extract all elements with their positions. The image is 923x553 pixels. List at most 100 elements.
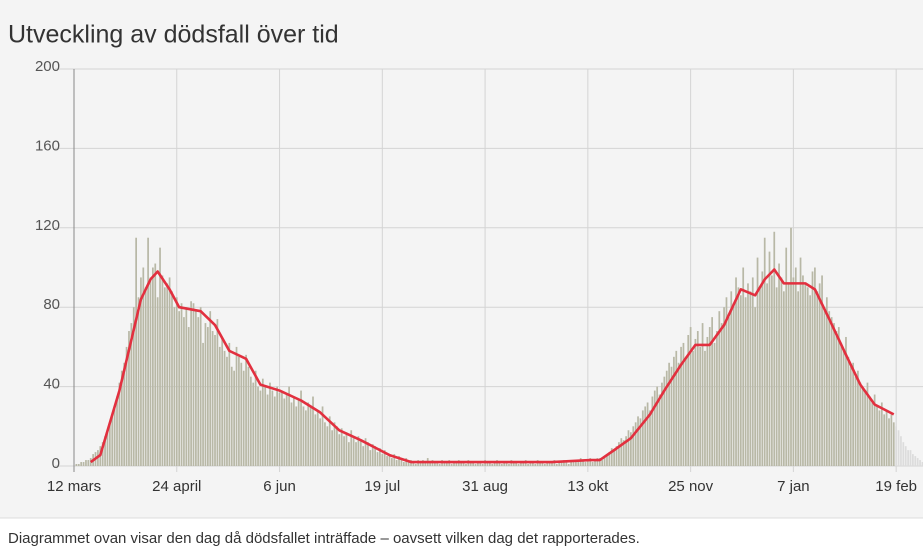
bar — [436, 462, 439, 466]
bar — [331, 430, 333, 466]
bar — [520, 462, 522, 466]
bar — [790, 227, 792, 466]
bar — [233, 370, 235, 466]
bar — [300, 390, 302, 466]
bar — [747, 283, 749, 466]
y-tick-label: 80 — [43, 296, 60, 313]
bar — [880, 402, 883, 466]
bar — [400, 460, 403, 466]
x-tick-label: 31 aug — [462, 478, 508, 495]
bar — [625, 436, 627, 466]
bar — [388, 454, 391, 466]
bar — [543, 464, 546, 466]
bar — [694, 338, 697, 466]
bar — [391, 458, 393, 466]
bar — [902, 442, 905, 466]
bar — [687, 334, 690, 466]
footnote: Diagrammet ovan visar den dag då dödsfal… — [8, 530, 640, 547]
bar — [802, 275, 804, 466]
bar — [704, 350, 706, 466]
bar — [864, 390, 866, 466]
bar — [644, 406, 647, 466]
bar — [606, 454, 608, 466]
bar — [252, 382, 255, 466]
bar — [503, 462, 506, 466]
bar — [768, 251, 771, 466]
bar — [885, 410, 888, 466]
bar — [307, 402, 310, 466]
bar — [455, 462, 458, 466]
bar — [89, 458, 92, 466]
bar — [347, 442, 350, 466]
bar — [857, 370, 859, 466]
bar — [77, 464, 80, 466]
bar — [563, 460, 565, 466]
bar — [386, 456, 388, 466]
bar — [527, 464, 529, 466]
bar — [919, 460, 921, 466]
bar — [532, 462, 534, 466]
bar — [477, 462, 479, 466]
bar — [821, 275, 823, 466]
bar — [921, 462, 923, 466]
bar — [551, 462, 553, 466]
bar — [888, 418, 890, 466]
bar — [787, 283, 790, 466]
bar — [120, 370, 123, 466]
bar — [173, 307, 176, 466]
bar — [701, 323, 704, 466]
footer-background — [0, 518, 923, 553]
bar — [766, 283, 768, 466]
bar — [338, 434, 341, 466]
bar — [304, 410, 307, 466]
bar — [434, 462, 436, 466]
bar — [412, 462, 415, 466]
bar — [333, 422, 336, 466]
bar — [589, 458, 592, 466]
bar — [132, 307, 135, 466]
bar — [876, 406, 878, 466]
bar — [771, 275, 773, 466]
bar — [285, 394, 288, 466]
bar — [639, 418, 642, 466]
bar — [269, 382, 271, 466]
bar — [142, 267, 145, 466]
bar — [221, 336, 224, 466]
bar — [804, 283, 807, 466]
bar — [171, 291, 173, 466]
bar — [725, 297, 728, 466]
bar — [118, 382, 121, 466]
bar — [873, 394, 876, 466]
bar — [228, 342, 231, 466]
bar — [407, 462, 410, 466]
bar — [830, 317, 833, 466]
bar — [247, 366, 250, 466]
bar — [744, 297, 747, 466]
bar — [548, 462, 551, 466]
bar — [314, 414, 317, 466]
bar — [780, 277, 783, 466]
bar — [682, 342, 685, 466]
bar — [653, 390, 656, 466]
bar — [890, 414, 893, 466]
bar — [235, 346, 238, 466]
bar — [773, 231, 776, 466]
bar — [104, 436, 106, 466]
bar — [854, 376, 857, 466]
bar — [818, 283, 821, 466]
bar — [699, 346, 702, 466]
bar — [892, 422, 895, 466]
bar — [811, 271, 814, 466]
bar — [453, 462, 455, 466]
bar — [491, 464, 494, 466]
bar — [692, 350, 694, 466]
bar — [546, 462, 549, 466]
bar — [445, 462, 448, 466]
bar — [508, 464, 510, 466]
bar — [610, 448, 613, 466]
bar — [637, 416, 639, 466]
bar — [345, 432, 348, 466]
bar — [895, 426, 898, 466]
bar — [336, 426, 338, 466]
